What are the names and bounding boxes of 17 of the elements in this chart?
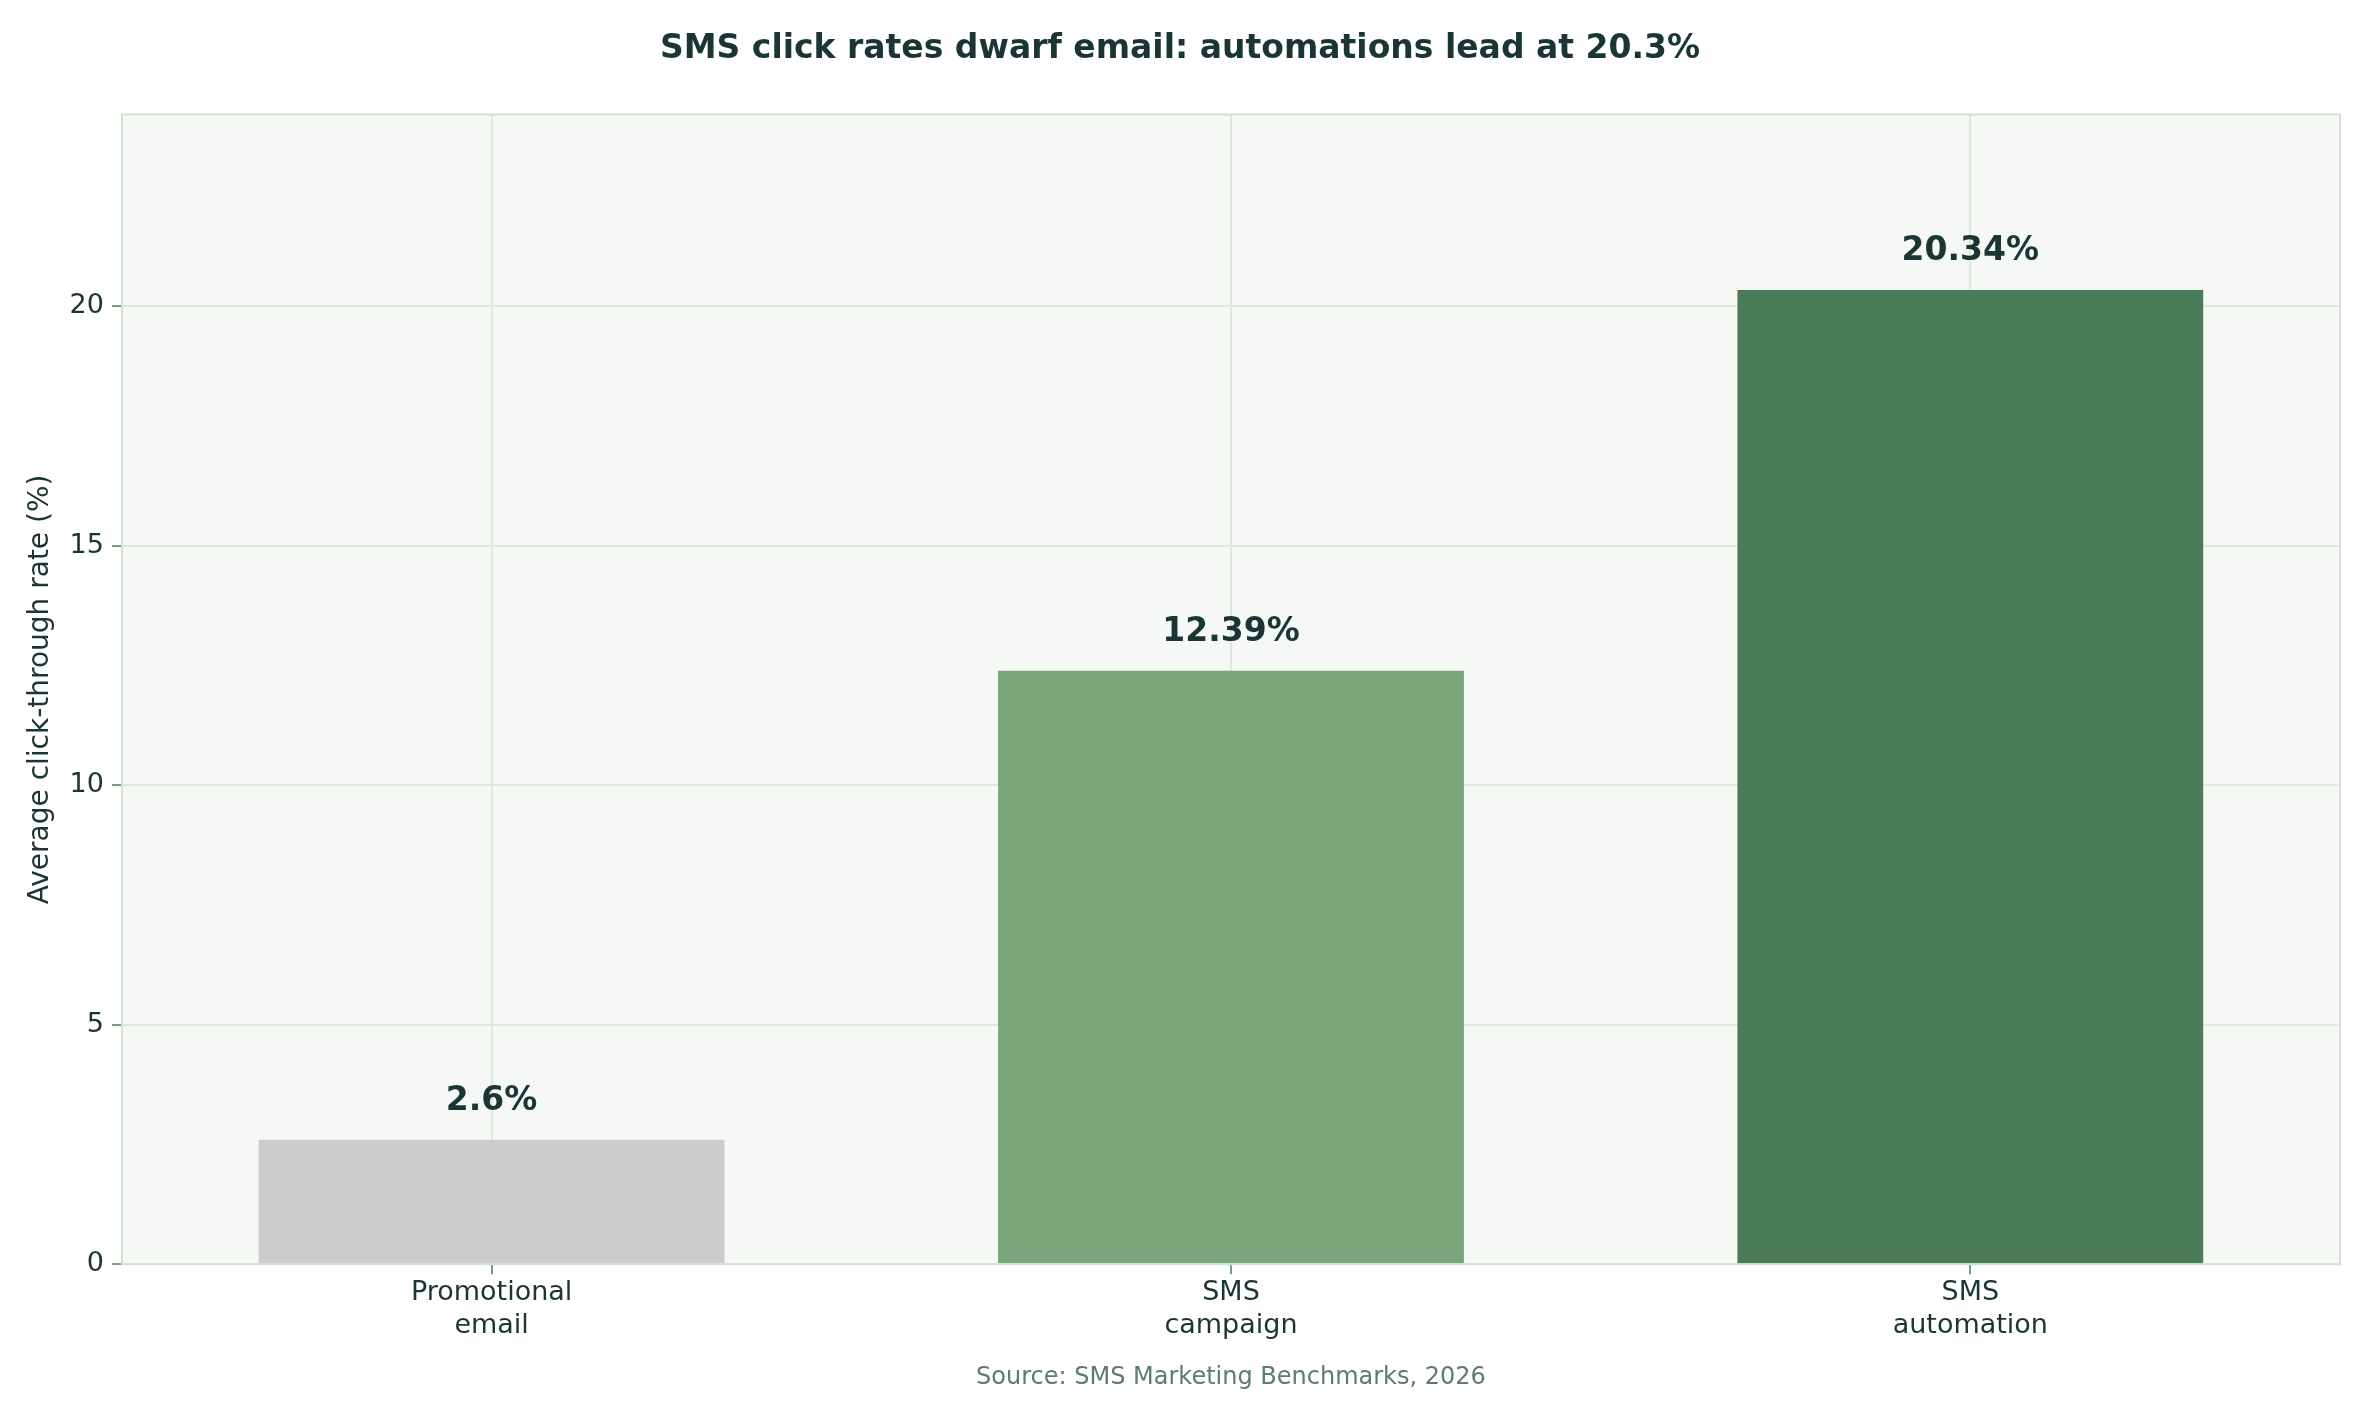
x-tick-label: Promotional email [410,1275,573,1339]
data-label: 20.34% [1901,228,2040,268]
y-tick-label: 0 [86,1246,104,1278]
data-label: 2.6% [445,1078,538,1118]
x-tick-label: SMS automation [1892,1275,2048,1339]
chart-title: SMS click rates dwarf email: automations lead at 20.3% [659,27,1701,67]
y-tick-label: 15 [69,527,104,559]
y-tick-label: 10 [69,767,104,799]
bar [998,670,1464,1264]
source-note: Source: SMS Marketing Benchmarks, 2026 [976,1362,1486,1391]
y-tick-label: 20 [69,288,104,320]
y-axis-title: Average click-through rate (%) [22,474,56,905]
bar [258,1139,725,1264]
bar [1737,289,2204,1264]
y-tick-label: 5 [86,1006,104,1038]
x-tick-label: SMS campaign [1164,1275,1298,1339]
data-label: 12.39% [1162,609,1300,649]
